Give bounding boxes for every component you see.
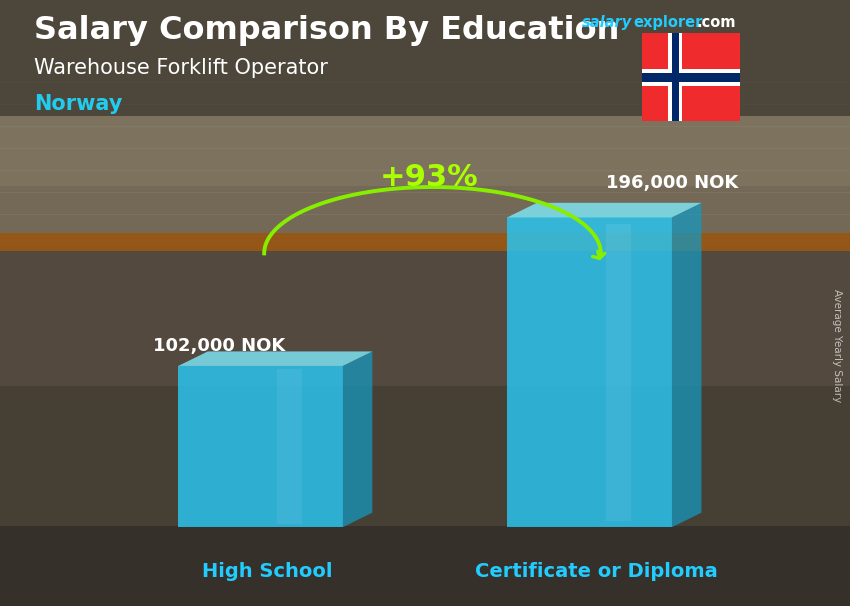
- Bar: [672, 33, 678, 121]
- Bar: [0, 0, 850, 246]
- Bar: [0, 0, 850, 186]
- Text: .com: .com: [697, 15, 736, 30]
- Text: salary: salary: [582, 15, 632, 30]
- Polygon shape: [178, 366, 343, 527]
- Polygon shape: [178, 351, 372, 366]
- Text: +93%: +93%: [379, 163, 478, 192]
- Bar: [0, 233, 850, 251]
- Text: Salary Comparison By Education: Salary Comparison By Education: [34, 15, 620, 46]
- Polygon shape: [507, 218, 672, 527]
- Text: 102,000 NOK: 102,000 NOK: [153, 337, 286, 355]
- Polygon shape: [507, 203, 701, 218]
- Bar: [0, 386, 850, 606]
- Polygon shape: [606, 224, 631, 521]
- Text: Warehouse Forklift Operator: Warehouse Forklift Operator: [34, 58, 328, 78]
- Bar: [668, 33, 682, 121]
- Text: Norway: Norway: [34, 94, 122, 114]
- Text: 196,000 NOK: 196,000 NOK: [606, 174, 738, 191]
- Text: Average Yearly Salary: Average Yearly Salary: [832, 289, 842, 402]
- Bar: [0, 526, 850, 606]
- Polygon shape: [672, 203, 701, 527]
- Bar: [0, 251, 850, 386]
- Bar: [642, 73, 740, 82]
- Bar: [642, 69, 740, 85]
- Bar: [0, 0, 850, 116]
- Polygon shape: [277, 369, 302, 524]
- Text: explorer: explorer: [633, 15, 703, 30]
- Text: High School: High School: [202, 562, 332, 581]
- Bar: [0, 233, 850, 251]
- Polygon shape: [343, 351, 372, 527]
- Text: Certificate or Diploma: Certificate or Diploma: [475, 562, 717, 581]
